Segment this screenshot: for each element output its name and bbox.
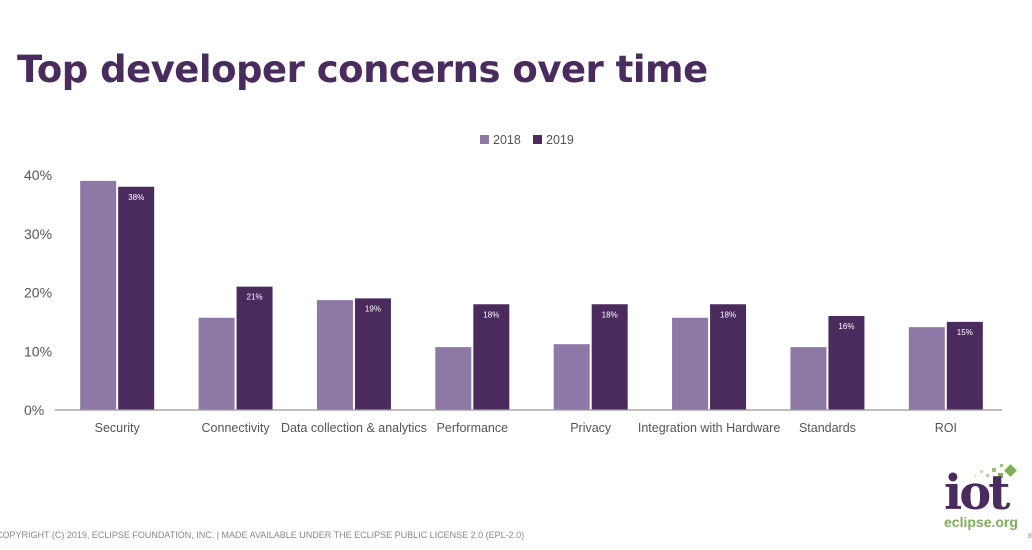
data-label: 19%: [365, 304, 381, 313]
x-tick-label: Standards: [799, 421, 856, 435]
bar-2018: [80, 180, 117, 410]
bar-2018: [316, 300, 353, 410]
legend-label-2018: 2018: [493, 133, 521, 147]
data-label: 16%: [838, 322, 854, 331]
y-tick-label: 20%: [24, 285, 52, 301]
x-tick-label: Connectivity: [202, 421, 271, 435]
logo-dots-icon: [974, 464, 1017, 478]
bar-2018: [198, 317, 235, 410]
legend-swatch-2018: [480, 135, 489, 144]
slide-title: Top developer concerns over time: [17, 48, 708, 91]
bar-2019: [354, 298, 391, 410]
copyright-footer: COPYRIGHT (C) 2019, ECLIPSE FOUNDATION, …: [0, 530, 525, 540]
bar-2018: [790, 347, 827, 410]
bar-2019: [946, 321, 983, 410]
page-number: 8: [1028, 533, 1032, 540]
bar-2019: [236, 286, 273, 410]
bar-2018: [908, 327, 945, 410]
data-label: 18%: [602, 310, 618, 319]
x-tick-label: Performance: [437, 421, 509, 435]
data-label: 15%: [957, 328, 973, 337]
legend-swatch-2019: [533, 135, 542, 144]
bar-2019: [591, 304, 628, 410]
x-tick-label: Data collection & analytics: [281, 421, 427, 435]
bar-chart: 0% 10% 20% 30% 40% 38% Security 21% Connectivity…: [24, 133, 1002, 435]
y-tick-label: 0%: [24, 402, 44, 418]
data-label: 18%: [720, 310, 736, 319]
bar-2018: [435, 347, 472, 410]
logo-domain-text: eclipse.org: [944, 514, 1018, 530]
y-tick-label: 40%: [24, 167, 52, 183]
legend-label-2019: 2019: [546, 133, 574, 147]
iot-eclipse-logo: iot eclipse.org: [940, 464, 1025, 534]
bar-2019: [473, 304, 510, 410]
bar-2018: [553, 344, 590, 410]
data-label: 21%: [247, 293, 263, 302]
x-tick-label: Integration with Hardware: [638, 421, 780, 435]
x-tick-label: Security: [95, 421, 141, 435]
bar-2018: [672, 317, 709, 410]
bar-2019: [710, 304, 747, 410]
y-tick-label: 10%: [24, 343, 52, 359]
bar-2019: [118, 186, 155, 410]
data-label: 18%: [483, 310, 499, 319]
logo-iot-text: iot: [944, 465, 1010, 521]
data-label: 38%: [128, 193, 144, 202]
y-tick-label: 30%: [24, 226, 52, 242]
bar-2019: [828, 316, 865, 410]
x-tick-label: Privacy: [570, 421, 612, 435]
x-tick-label: ROI: [935, 421, 957, 435]
